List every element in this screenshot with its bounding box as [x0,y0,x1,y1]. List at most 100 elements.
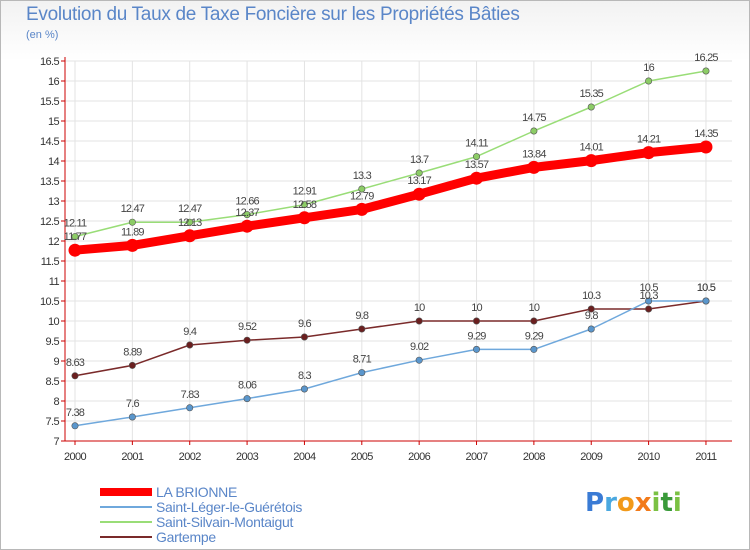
chart-title: Evolution du Taux de Taxe Foncière sur l… [26,4,520,25]
data-point [412,187,426,201]
logo-letter: i [651,488,661,518]
data-label: 7.83 [181,389,200,401]
data-point [699,140,713,154]
data-label: 13.7 [410,154,429,166]
legend-label: Saint-Silvain-Montaigut [156,513,294,530]
data-label: 9.8 [355,310,369,322]
legend-label: Saint-Léger-le-Guérétois [156,498,303,515]
data-point [125,238,139,252]
data-point [530,317,538,325]
legend-item-saint-leger: Saint-Léger-le-Guérétois [100,498,400,515]
data-label: 10 [414,302,425,314]
data-point [645,297,653,305]
y-tick-label: 10 [48,316,60,328]
logo-letter: x [634,488,652,518]
proxiti-logo: Proxiti [585,488,682,518]
data-point [128,218,136,226]
data-label: 12.47 [121,203,145,215]
data-point [473,345,481,353]
data-point [240,219,254,233]
data-label: 15.35 [579,88,603,100]
data-point [645,77,653,85]
data-point [530,127,538,135]
data-point [71,233,79,241]
data-point [587,325,595,333]
logo-letter: i [672,488,682,518]
data-point [300,385,308,393]
data-label: 14.01 [579,142,603,154]
legend-item-saint-silvain: Saint-Silvain-Montaigut [100,513,400,530]
data-point [355,202,369,216]
logo-letter: P [585,488,605,518]
data-point [71,372,79,380]
legend-item-gartempe: Gartempe [100,529,400,545]
data-label: 14.11 [465,138,488,150]
x-tick-label: 2004 [293,451,316,463]
data-label: 9.52 [238,321,257,333]
data-label: 8.06 [238,380,257,392]
data-label: 12.79 [350,190,374,202]
data-label: 10 [471,302,482,314]
data-point [297,211,311,225]
legend-swatch [100,520,152,523]
x-tick-label: 2009 [580,451,603,463]
data-label: 10.3 [639,290,658,302]
x-tick-label: 2000 [64,451,87,463]
data-label: 16.25 [694,52,718,64]
data-point [584,154,598,168]
y-tick-label: 15 [48,116,60,128]
data-point [71,422,79,430]
data-label: 10.5 [639,282,658,294]
y-tick-label: 7.5 [46,416,60,428]
data-label: 12.91 [293,186,317,198]
data-label: 8.63 [66,357,85,369]
x-tick-label: 2005 [351,451,374,463]
data-point [473,153,481,161]
data-point [470,171,484,185]
data-point [358,369,366,377]
data-label: 9.4 [183,326,197,338]
data-label: 11.77 [64,231,87,243]
y-axis-unit-label: (en %) [26,29,59,41]
logo-letter: r [604,488,617,518]
data-label: 12.11 [64,218,87,230]
data-label: 13.3 [353,170,372,182]
data-label: 10.5 [697,282,716,294]
data-label: 16 [643,62,654,74]
series-line-0 [70,142,711,255]
x-tick-label: 2003 [236,451,259,463]
legend-swatch [100,535,152,538]
y-tick-label: 8 [53,396,59,408]
x-tick-label: 2008 [523,451,546,463]
x-tick-label: 2001 [121,451,144,463]
data-point [587,305,595,313]
legend-swatch [100,505,152,508]
data-point [645,305,653,313]
x-tick-label: 2006 [408,451,431,463]
data-label: 14.75 [522,112,546,124]
data-label: 10.5 [697,282,716,294]
data-point [415,356,423,364]
y-tick-label: 12 [48,236,60,248]
data-label: 9.29 [467,330,486,342]
logo-letter: t [660,488,673,518]
legend-label: LA BRIONNE [156,483,238,500]
logo-letter: o [616,488,635,518]
data-label: 12.58 [293,199,317,211]
series-line-2 [74,70,707,238]
series-line-3 [74,300,707,377]
data-point [527,160,541,174]
legend-swatch [100,487,152,496]
y-tick-label: 11.5 [41,256,60,268]
data-label: 14.21 [637,134,661,146]
y-tick-label: 12.5 [40,216,59,228]
y-tick-label: 15.5 [40,96,59,108]
y-tick-label: 14.5 [40,136,59,148]
data-point [530,345,538,353]
data-point [186,404,194,412]
data-label: 12.47 [178,203,202,215]
data-label: 14.35 [694,128,718,140]
data-label: 7.38 [66,407,85,419]
series-line-1 [74,300,707,427]
